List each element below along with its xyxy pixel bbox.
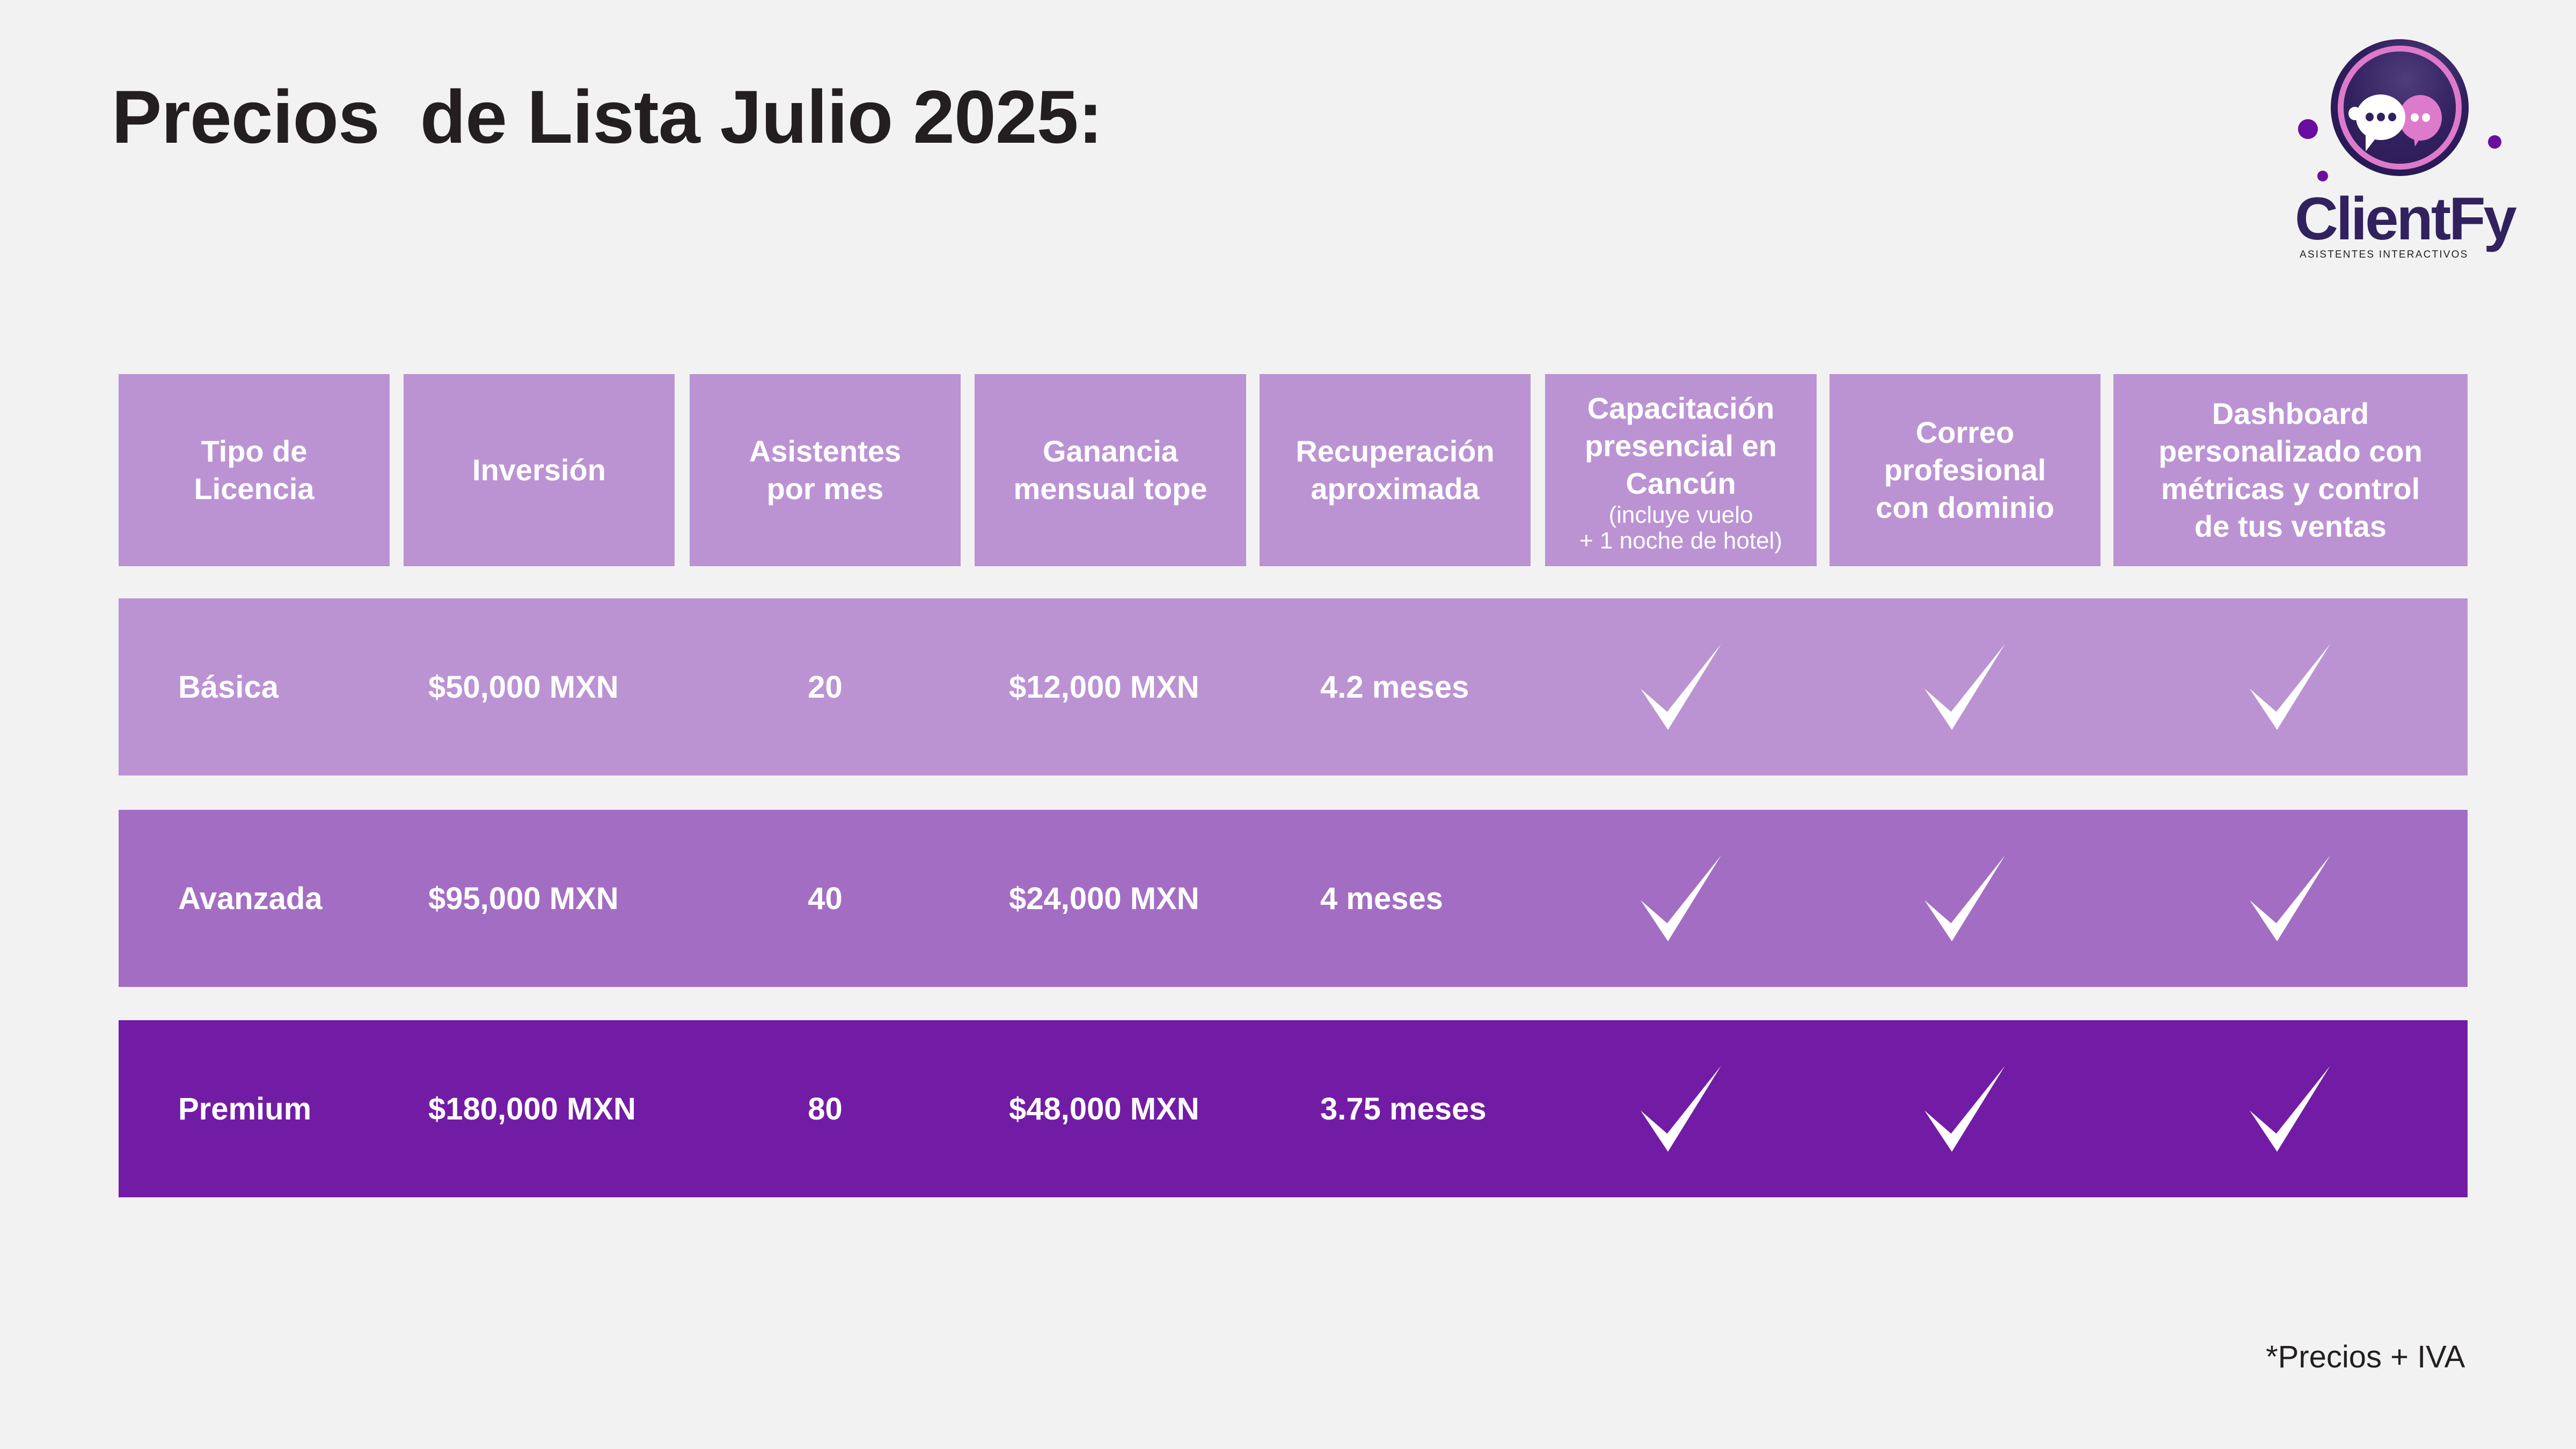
chat-bubble-icon — [2399, 95, 2442, 147]
cell-recuperacion: 4 meses — [1320, 881, 1443, 916]
cell-ganancia: $48,000 MXN — [1009, 1091, 1199, 1126]
check-icon — [1924, 855, 2005, 941]
check-icon — [2250, 855, 2330, 941]
header-sublabel: (incluye vuelo + 1 noche de hotel) — [1579, 502, 1782, 554]
header-correo: Correo profesional con dominio — [1829, 374, 2101, 566]
check-icon — [2250, 644, 2330, 730]
cell-inversion: $95,000 MXN — [428, 881, 619, 916]
cell-licencia: Premium — [178, 1091, 312, 1126]
header-dashboard: Dashboard personalizado con métricas y c… — [2113, 374, 2468, 566]
table-row-avanzada: Avanzada $95,000 MXN 40 $24,000 MXN 4 me… — [119, 810, 2468, 987]
logo-name: ClientFy — [2295, 185, 2517, 252]
cell-licencia: Básica — [178, 669, 279, 705]
logo-dot-icon — [2488, 135, 2501, 149]
header-capacitacion: Capacitación presencial en Cancún (inclu… — [1545, 374, 1817, 566]
header-label: Asistentes por mes — [749, 434, 902, 506]
chat-bubble-icon — [2356, 94, 2405, 140]
header-label: Recuperación aproximada — [1296, 434, 1495, 506]
page-title: Precios de Lista Julio 2025: — [112, 75, 1103, 159]
cell-inversion: $180,000 MXN — [428, 1091, 636, 1126]
cell-recuperacion: 4.2 meses — [1320, 669, 1469, 705]
header-tipo-licencia: Tipo de Licencia — [119, 374, 390, 566]
clientfy-logo: ClientFy ASISTENTES INTERACTIVOS — [2292, 32, 2517, 268]
cell-licencia: Avanzada — [178, 881, 323, 916]
header-label: Capacitación presencial en Cancún — [1585, 391, 1777, 500]
header-ganancia: Ganancia mensual tope — [975, 374, 1246, 566]
header-inversion: Inversión — [404, 374, 675, 566]
check-icon — [1641, 1066, 1721, 1152]
cell-inversion: $50,000 MXN — [428, 669, 619, 705]
cell-asistentes: 40 — [808, 881, 843, 916]
footnote: *Precios + IVA — [2266, 1340, 2465, 1374]
check-icon — [1641, 855, 1721, 941]
cell-recuperacion: 3.75 meses — [1320, 1091, 1487, 1126]
cell-asistentes: 20 — [808, 669, 843, 705]
cell-ganancia: $12,000 MXN — [1009, 669, 1199, 705]
table-row-basica: Básica $50,000 MXN 20 $12,000 MXN 4.2 me… — [119, 598, 2468, 775]
header-asistentes: Asistentes por mes — [690, 374, 961, 566]
logo-dot-icon — [2298, 119, 2318, 139]
check-icon — [1641, 644, 1721, 730]
cell-ganancia: $24,000 MXN — [1009, 881, 1199, 916]
check-icon — [1924, 1066, 2005, 1152]
header-label: Tipo de Licencia — [194, 434, 314, 506]
check-icon — [1924, 644, 2005, 730]
header-label: Ganancia mensual tope — [1013, 434, 1208, 506]
cell-asistentes: 80 — [808, 1091, 843, 1126]
table-row-premium: Premium $180,000 MXN 80 $48,000 MXN 3.75… — [119, 1020, 2468, 1197]
logo-tagline: ASISTENTES INTERACTIVOS — [2300, 249, 2469, 260]
logo-dot-icon — [2317, 171, 2328, 181]
check-icon — [2250, 1066, 2330, 1152]
header-label: Dashboard personalizado con métricas y c… — [2158, 397, 2423, 543]
header-label: Correo profesional con dominio — [1876, 415, 2054, 524]
header-label: Inversión — [472, 453, 606, 487]
header-recuperacion: Recuperación aproximada — [1260, 374, 1531, 566]
